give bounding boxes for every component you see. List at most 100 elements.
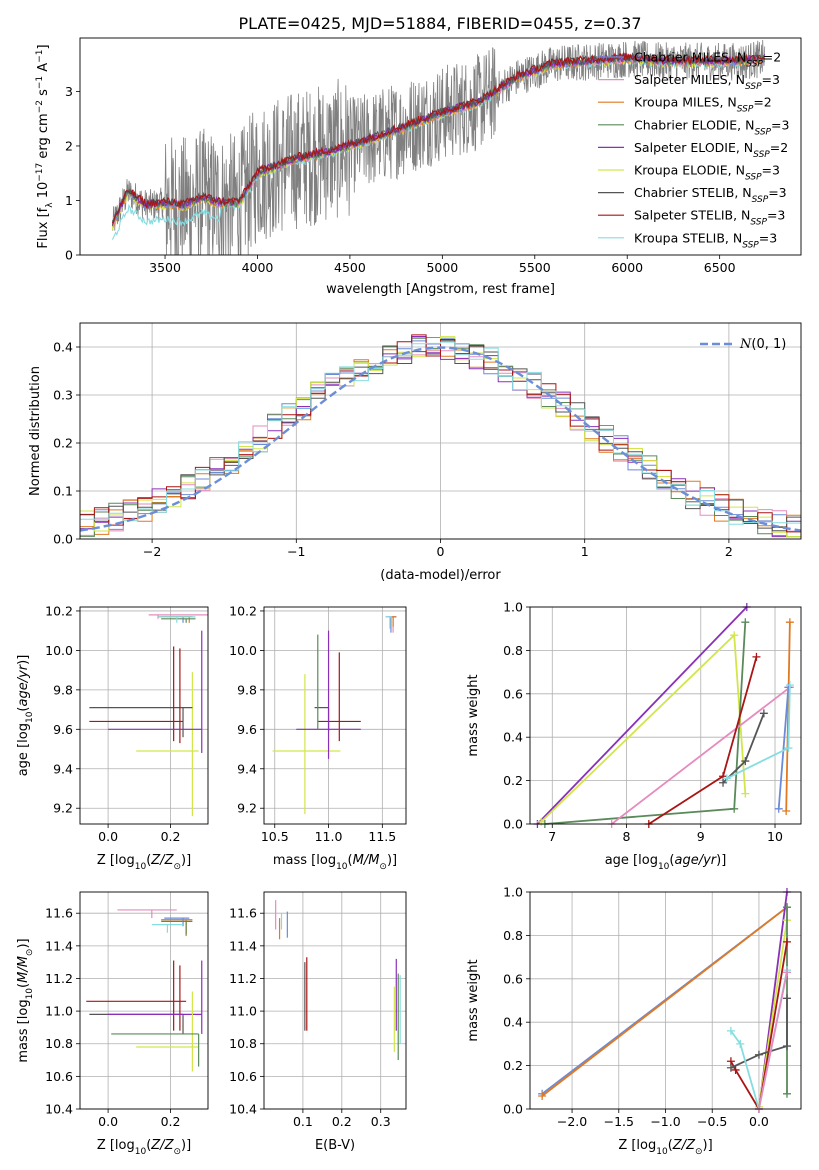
y-tick-label: 0.4 [503, 730, 523, 745]
x-axis-label: mass [log10(M/M⊙)] [273, 853, 397, 872]
mass_weight_vs_Z-lines [538, 888, 791, 1113]
axis-label-part: −17 [35, 163, 45, 182]
weight-marker-kroupa_stelib [722, 774, 731, 783]
y-axis-label: mass weight [466, 674, 481, 756]
legend-nssp: =3 [762, 72, 780, 87]
y-axis-label: age [log10(age/yr)] [16, 655, 35, 777]
weight-marker-chabrier_miles [774, 804, 783, 813]
axis-label-part: λ [45, 202, 55, 208]
observed-spectrum [112, 39, 766, 255]
weight-line-salpeter_stelib [648, 656, 758, 825]
model-spectrum-salpeter_stelib [111, 51, 765, 224]
y-tick-label: 11.2 [229, 971, 257, 986]
weight-marker-chabrier_stelib [754, 1050, 763, 1059]
legend-label-kroupa_miles: Kroupa MILES, NSSP=2 [634, 95, 772, 115]
y-tick-label: 9.2 [237, 801, 257, 816]
y-tick-label: 0.0 [53, 532, 73, 547]
x-tick-label: 0 [437, 544, 445, 559]
axis-label-part: ( [16, 983, 31, 988]
y-tick-label: 1 [65, 193, 73, 208]
weight-marker-chabrier_stelib [719, 778, 728, 787]
legend-text: Chabrier ELODIE, N [634, 117, 754, 132]
legend-sub: SSP [737, 105, 754, 115]
axis-label-part: Z [log [618, 1138, 656, 1153]
x-tick-label: 0.2 [332, 1114, 352, 1129]
y-axis-label: Flux [fλ 10−17 erg cm−2 s−1 A−1] [35, 44, 55, 248]
x-tick-label: 9 [697, 829, 705, 844]
axis-label-part: E(B-V) [315, 1138, 355, 1153]
y-tick-label: 0.4 [53, 340, 73, 355]
axis-label-part: Z/Z [150, 1138, 174, 1153]
legend-nssp: =2 [753, 95, 771, 110]
axis-label-part: ⊙ [379, 862, 387, 872]
weight-marker-chabrier_stelib [759, 709, 768, 718]
mass_vs_ebv-errorbars [275, 900, 401, 1061]
legend-label-kroupa_stelib: Kroupa STELIB, NSSP=3 [634, 230, 777, 250]
y-tick-label: 0.6 [503, 686, 523, 701]
y-axis-label: mass [log10(M/M⊙)] [16, 938, 35, 1062]
spectrum-lines [111, 39, 766, 255]
x-tick-label: 5000 [426, 260, 458, 275]
y-tick-label: 9.6 [237, 722, 257, 737]
legend-label-salpeter_stelib: Salpeter STELIB, NSSP=3 [634, 208, 785, 228]
age_vs_Z-axes: 0.0 0.2 9.2 9.4 9.6 9.8 10.0 10.2 [45, 603, 208, 844]
legend-nssp: =2 [770, 140, 788, 155]
y-tick-label: 9.8 [237, 682, 257, 697]
y-tick-label: 10.4 [45, 1102, 73, 1117]
x-tick-label: 10 [767, 829, 783, 844]
axis-label-part: mass [log [16, 999, 31, 1062]
legend-symbol: N [739, 337, 752, 352]
axis-label-part: ( [146, 1138, 151, 1153]
legend-text: Kroupa ELODIE, N [634, 163, 745, 178]
y-tick-label: 2 [65, 138, 73, 153]
axis-label-part: mass [log [273, 853, 336, 868]
axis-label-part: 10 [336, 862, 348, 872]
legend-label-salpeter_miles: Salpeter MILES, NSSP=3 [634, 72, 780, 92]
normal-curve [80, 346, 801, 532]
axis-label-part: )] [181, 853, 191, 868]
weight-marker-kroupa_stelib [726, 1026, 735, 1035]
legend-text: Chabrier STELIB, N [634, 185, 752, 200]
y-tick-label: 10.6 [229, 1069, 257, 1084]
weight-line-kroupa_elodie [758, 920, 788, 1107]
axis-label-part: 10 [656, 1147, 668, 1157]
mass_vs_Z-errorbars [86, 909, 203, 1072]
axis-label-part: 10 [25, 988, 35, 1000]
axis-label-part: ( [668, 1138, 673, 1153]
y-tick-label: 11.6 [229, 906, 257, 921]
weight-marker-kroupa_miles [785, 618, 794, 627]
y-tick-label: 10.4 [229, 1102, 257, 1117]
x-axis-label: E(B-V) [315, 1138, 355, 1153]
weight-line-salpeter_miles [611, 686, 791, 825]
axis-label-part: ( [348, 853, 353, 868]
y-tick-label: 10.8 [229, 1036, 257, 1051]
weight-marker-chabrier_stelib [741, 757, 750, 766]
legend-text: Salpeter STELIB, N [634, 208, 750, 223]
y-tick-label: 0.4 [503, 1015, 523, 1030]
legend-text: (0, 1) [751, 337, 786, 352]
legend-nssp: =2 [763, 50, 781, 65]
weight-marker-chabrier_elodie [782, 903, 791, 912]
legend-sub: SSP [752, 195, 769, 205]
axis-label-part: Z/Z [150, 853, 174, 868]
mass_weight_vs_age-axes: 7 8 9 10 0.0 0.2 0.4 0.6 0.8 1.0 [503, 600, 801, 844]
histograms [80, 334, 801, 538]
x-tick-label: 1 [581, 544, 589, 559]
x-axis-label: Z [log10(Z/Z⊙)] [618, 1138, 712, 1157]
x-tick-label: 0.0 [98, 1114, 118, 1129]
axis-label-part: ⊙ [173, 862, 181, 872]
weight-marker-chabrier_stelib [782, 1042, 791, 1051]
axis-label-part: ( [16, 707, 31, 712]
x-axis-label: (data-model)/error [380, 568, 501, 583]
weight-line-kroupa_miles [785, 622, 791, 812]
mass_weight_vs_age-lines [533, 603, 794, 828]
legend-text: Salpeter MILES, N [634, 72, 745, 87]
x-tick-label: 10.5 [261, 829, 289, 844]
axis-label-part: ] [36, 44, 51, 49]
x-axis-label: wavelength [Angstrom, rest frame] [326, 282, 555, 297]
y-tick-label: 9.8 [53, 682, 73, 697]
axis-label-part: −2 [35, 100, 45, 113]
legend-text: Chabrier MILES, N [634, 50, 746, 65]
x-tick-label: 8 [623, 829, 631, 844]
